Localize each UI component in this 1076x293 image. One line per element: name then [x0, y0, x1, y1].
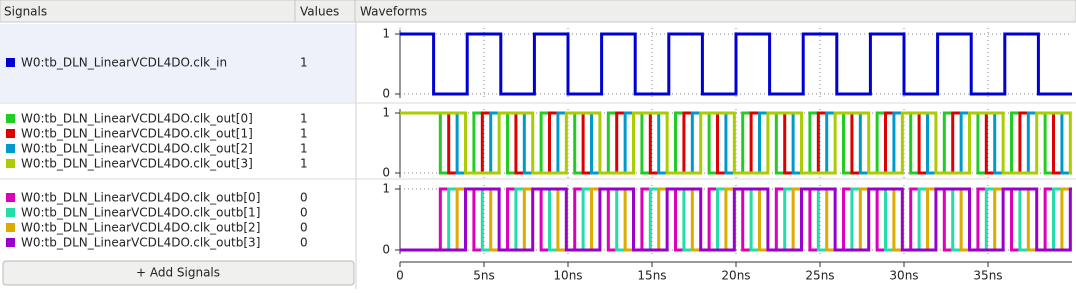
signal-swatch [6, 159, 15, 168]
selected-row [0, 24, 356, 102]
signal-name: W0:tb_DLN_LinearVCDL4DO.clk_outb[2] [21, 221, 260, 235]
signal-value: 1 [300, 56, 308, 70]
x-tick-label: 0 [396, 269, 404, 283]
waveform [400, 111, 1072, 175]
waveform [400, 187, 1072, 252]
signal-swatch [6, 144, 15, 153]
signal-name: W0:tb_DLN_LinearVCDL4DO.clk_in [21, 56, 227, 70]
signal-value: 1 [300, 127, 308, 141]
x-tick-label: 10ns [553, 269, 582, 283]
signal-value: 1 [300, 142, 308, 156]
x-tick-label: 5ns [473, 269, 495, 283]
y-tick-label: 0 [382, 166, 390, 180]
x-tick-label: 15ns [637, 269, 666, 283]
signal-value: 0 [300, 206, 308, 220]
signal-name: W0:tb_DLN_LinearVCDL4DO.clk_out[1] [21, 127, 253, 141]
y-tick-label: 1 [382, 182, 390, 196]
signal-name: W0:tb_DLN_LinearVCDL4DO.clk_out[2] [21, 142, 253, 156]
y-tick-label: 0 [382, 87, 390, 101]
signal-value: 1 [300, 112, 308, 126]
signal-swatch [6, 114, 15, 123]
header-values: Values [300, 5, 339, 19]
signal-value: 0 [300, 236, 308, 250]
x-tick-label: 25ns [805, 269, 834, 283]
signal-swatch [6, 193, 15, 202]
signal-swatch [6, 223, 15, 232]
signal-name: W0:tb_DLN_LinearVCDL4DO.clk_out[0] [21, 112, 253, 126]
x-tick-label: 35ns [973, 269, 1002, 283]
waveform [400, 32, 1072, 96]
y-tick-label: 1 [382, 106, 390, 120]
y-tick-label: 1 [382, 27, 390, 41]
add-signals-label[interactable]: + Add Signals [136, 266, 220, 280]
signal-name: W0:tb_DLN_LinearVCDL4DO.clk_out[3] [21, 157, 253, 171]
x-tick-label: 30ns [889, 269, 918, 283]
x-tick-label: 20ns [721, 269, 750, 283]
header-signals: Signals [4, 5, 47, 19]
signal-swatch [6, 129, 15, 138]
signal-name: W0:tb_DLN_LinearVCDL4DO.clk_outb[3] [21, 236, 260, 250]
header-waveforms: Waveforms [360, 5, 427, 19]
add-signals-button[interactable] [2, 260, 355, 286]
signal-name: W0:tb_DLN_LinearVCDL4DO.clk_outb[0] [21, 191, 260, 205]
signal-swatch [6, 208, 15, 217]
signal-swatch [6, 238, 15, 247]
signal-value: 1 [300, 157, 308, 171]
signal-name: W0:tb_DLN_LinearVCDL4DO.clk_outb[1] [21, 206, 260, 220]
signal-swatch [6, 58, 15, 67]
header-bar [0, 0, 1076, 23]
signal-value: 0 [300, 221, 308, 235]
y-tick-label: 0 [382, 243, 390, 257]
signal-value: 0 [300, 191, 308, 205]
